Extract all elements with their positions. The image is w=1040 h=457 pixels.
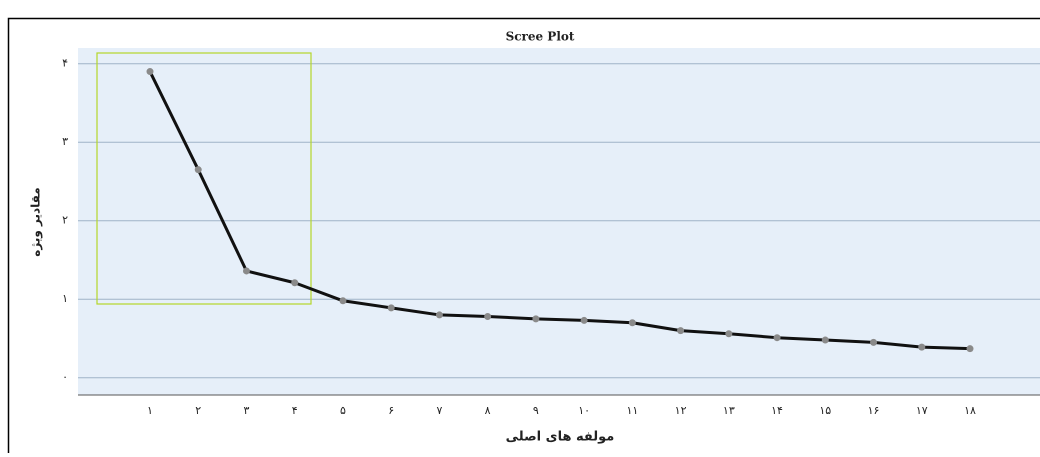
x-tick-label: ۱۶ — [868, 404, 880, 417]
y-tick-label: ۰ — [62, 371, 68, 384]
y-tick-label: ۲ — [62, 214, 68, 227]
data-point — [677, 327, 684, 334]
x-tick-label: ۱۰ — [578, 404, 590, 417]
x-tick-label: ۱۳ — [723, 404, 735, 417]
data-point — [918, 344, 925, 351]
y-tick-label: ۳ — [62, 135, 68, 148]
x-tick-label: ۵ — [340, 404, 346, 417]
data-point — [436, 311, 443, 318]
data-point — [629, 319, 636, 326]
data-point — [967, 345, 974, 352]
x-tick-label: ۹ — [533, 404, 539, 417]
x-tick-label: ۱۱ — [626, 404, 638, 417]
chart-title: Scree Plot — [506, 30, 575, 44]
data-point — [484, 313, 491, 320]
x-tick-label: ۳ — [244, 404, 250, 417]
x-tick-label: ۶ — [388, 404, 394, 417]
x-tick-label: ۱۷ — [916, 404, 928, 417]
data-point — [339, 297, 346, 304]
x-tick-label: ۱۴ — [771, 404, 783, 417]
x-tick-label: ۱۲ — [675, 404, 687, 417]
data-point — [147, 68, 154, 75]
x-tick-label: ۱۵ — [819, 404, 831, 417]
data-point — [388, 304, 395, 311]
x-tick-label: ۸ — [485, 404, 491, 417]
data-point — [291, 279, 298, 286]
data-point — [822, 337, 829, 344]
x-tick-label: ۷ — [436, 404, 442, 417]
x-tick-label: ۱۸ — [964, 404, 976, 417]
data-point — [725, 330, 732, 337]
x-tick-label: ۴ — [292, 404, 298, 417]
x-tick-label: ۲ — [195, 404, 201, 417]
data-point — [195, 166, 202, 173]
x-axis-label: مولفه های اصلی — [506, 430, 615, 445]
y-tick-label: ۱ — [62, 292, 68, 305]
y-tick-label: ۴ — [62, 57, 68, 70]
data-point — [774, 334, 781, 341]
data-point — [870, 339, 877, 346]
data-point — [243, 267, 250, 274]
x-tick-label: ۱ — [147, 404, 153, 417]
data-point — [581, 317, 588, 324]
y-axis-label: مقادیر ویژه — [29, 187, 44, 256]
data-point — [532, 315, 539, 322]
